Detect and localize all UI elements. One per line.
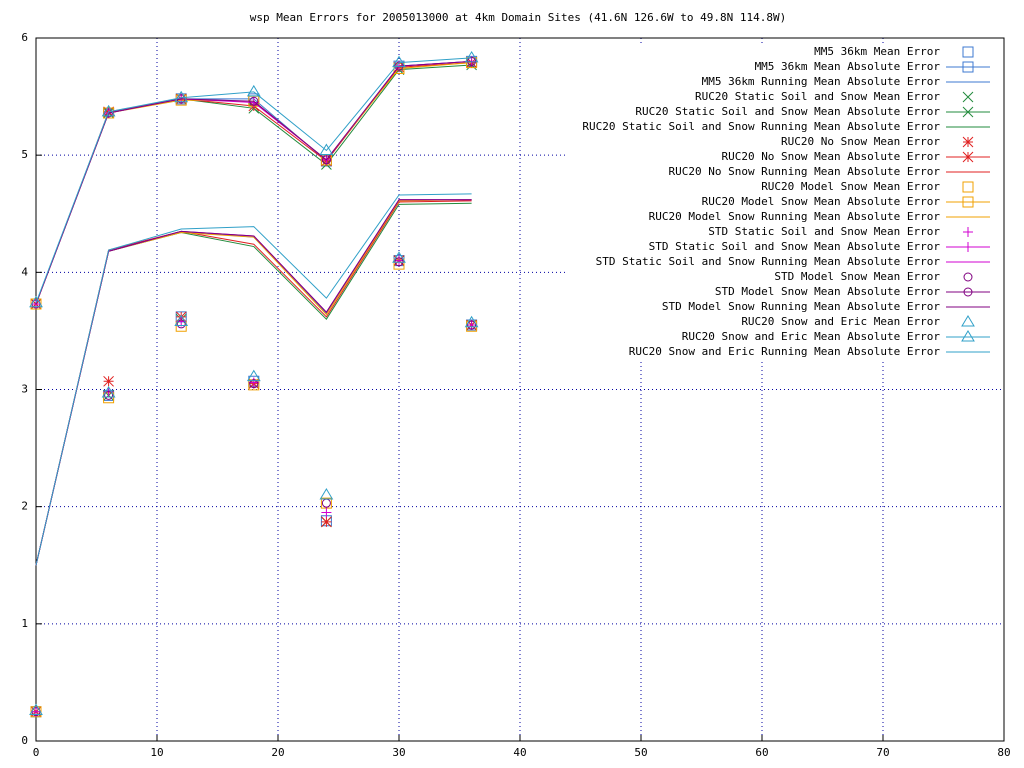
legend-label: RUC20 Model Snow Mean Absolute Error [702,195,941,208]
series [29,251,479,716]
data-point [29,295,43,308]
data-point [104,390,114,400]
legend-label: STD Static Soil and Snow Mean Error [708,225,940,238]
legend-label: RUC20 Static Soil and Snow Running Mean … [582,120,940,133]
legend-label: RUC20 Snow and Eric Mean Error [741,315,940,328]
legend-marker [962,61,974,73]
data-point [174,90,189,103]
data-point [246,369,261,382]
y-tick-label: 3 [21,383,28,396]
data-point [103,375,114,387]
series-line [35,57,472,303]
x-tick-label: 70 [876,746,889,759]
data-point [174,314,189,327]
legend-label: STD Model Snow Mean Error [774,270,940,283]
data-point [464,50,479,63]
y-tick-label: 6 [21,31,28,44]
legend-label: RUC20 Snow and Eric Mean Absolute Error [682,330,941,343]
data-point [319,487,334,500]
data-point [392,55,406,68]
data-point [248,377,259,388]
data-point [249,96,259,106]
legend-marker [962,136,974,148]
legend-label: STD Static Soil and Snow Running Mean Ab… [596,255,941,268]
x-tick-label: 30 [392,746,405,759]
legend-label: RUC20 No Snow Running Mean Absolute Erro… [668,165,940,178]
data-point [31,706,41,717]
legend-marker [962,106,974,118]
x-tick-label: 40 [513,746,526,759]
chart-title: wsp Mean Errors for 2005013000 at 4km Do… [250,11,786,24]
legend-label: RUC20 Model Snow Mean Error [761,180,940,193]
x-tick-label: 60 [755,746,768,759]
data-point [321,516,332,528]
legend-marker [963,272,973,282]
legend-label: RUC20 Static Soil and Snow Mean Error [695,90,940,103]
x-tick-label: 0 [33,746,40,759]
x-tick-label: 20 [271,746,284,759]
legend-label: RUC20 Snow and Eric Running Mean Absolut… [629,345,941,358]
data-point [103,392,115,404]
y-tick-label: 1 [21,617,28,630]
legend-label: STD Model Snow Mean Absolute Error [715,285,941,298]
legend-marker [963,242,973,252]
legend-marker [961,330,975,342]
data-point [29,703,43,716]
legend-marker [962,151,974,163]
legend-marker [962,181,974,193]
legend-marker [962,46,974,58]
legend-marker [962,196,974,208]
data-point [176,319,186,329]
x-tick-label: 10 [150,746,163,759]
data-point [246,84,261,97]
y-tick-label: 2 [21,500,28,513]
series [29,50,479,308]
series-line [35,193,472,566]
legend-label: STD Model Snow Running Mean Absolute Err… [662,300,941,313]
data-point [101,386,116,398]
data-point [321,507,332,518]
data-point [466,320,477,331]
x-tick-label: 80 [997,746,1010,759]
data-point [321,155,331,165]
data-point [101,104,116,117]
data-point [321,498,331,508]
legend-background [565,44,1002,361]
data-point [393,62,405,74]
y-tick-label: 0 [21,734,28,747]
legend-label: RUC20 Static Soil and Snow Mean Absolute… [635,105,940,118]
legend-label: MM5 36km Running Mean Absolute Error [702,75,941,88]
data-point [320,497,332,509]
legend-label: STD Static Soil and Snow Mean Absolute E… [649,240,941,253]
y-tick-label: 4 [21,265,28,278]
legend-marker [963,227,973,237]
data-point [319,143,334,155]
series [35,193,472,566]
legend-label: RUC20 No Snow Mean Absolute Error [721,150,940,163]
data-point [393,258,405,270]
plot-frame [35,37,1005,742]
legend-label: RUC20 Model Snow Running Mean Absolute E… [649,210,941,223]
legend-label: MM5 36km Mean Error [814,45,940,58]
x-tick-label: 50 [634,746,647,759]
legend-marker [962,91,974,103]
data-point [394,255,404,266]
data-point [467,320,477,330]
legend-marker [961,315,975,327]
legend-label: MM5 36km Mean Absolute Error [755,60,941,73]
data-point [392,251,406,263]
legend-label: RUC20 No Snow Mean Error [781,135,940,148]
y-tick-label: 5 [21,148,28,161]
legend-marker [963,287,973,297]
data-point [464,315,479,328]
